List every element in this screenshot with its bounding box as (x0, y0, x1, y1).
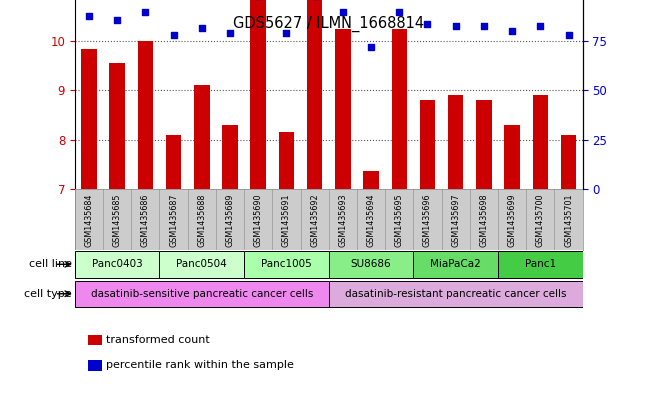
Text: Panc0403: Panc0403 (92, 259, 143, 269)
Point (563, 32, 574, 39)
Text: GSM1435687: GSM1435687 (169, 193, 178, 247)
Point (338, 9, 348, 15)
Point (84, 13, 94, 19)
Bar (251, 0, 266, 189)
Text: SU8686: SU8686 (351, 259, 391, 269)
Text: GSM1435696: GSM1435696 (423, 193, 432, 247)
Text: GSM1435689: GSM1435689 (225, 193, 234, 247)
Point (394, 9, 404, 15)
Bar (335, 29, 351, 189)
Point (507, 28, 518, 35)
Text: percentile rank within the sample: percentile rank within the sample (106, 360, 294, 371)
Text: cell type: cell type (24, 289, 72, 299)
Bar (561, 134, 576, 189)
Bar (329, 251, 413, 277)
Text: GSM1435701: GSM1435701 (564, 193, 573, 247)
Text: GSM1435691: GSM1435691 (282, 193, 291, 247)
Text: GSM1435693: GSM1435693 (339, 193, 348, 247)
Text: GSM1435686: GSM1435686 (141, 193, 150, 247)
Bar (413, 251, 498, 277)
Bar (363, 171, 379, 189)
Text: GSM1435692: GSM1435692 (310, 193, 319, 247)
Bar (279, 132, 294, 189)
Bar (329, 281, 583, 307)
Bar (159, 251, 244, 277)
Bar (75, 251, 159, 277)
Point (366, 44, 376, 50)
Text: transformed count: transformed count (106, 335, 210, 345)
Text: GDS5627 / ILMN_1668814: GDS5627 / ILMN_1668814 (233, 16, 424, 32)
Text: GSM1435690: GSM1435690 (254, 193, 263, 247)
Text: GSM1435698: GSM1435698 (479, 193, 488, 247)
Point (478, 22, 489, 29)
Text: GSM1435694: GSM1435694 (367, 193, 376, 247)
Point (225, 30, 235, 37)
Text: GSM1435685: GSM1435685 (113, 193, 122, 247)
Bar (448, 95, 464, 189)
Point (169, 32, 179, 39)
Point (281, 30, 292, 37)
Text: GSM1435699: GSM1435699 (508, 193, 517, 247)
Text: GSM1435697: GSM1435697 (451, 193, 460, 247)
Text: dasatinib-sensitive pancreatic cancer cells: dasatinib-sensitive pancreatic cancer ce… (90, 289, 313, 299)
Bar (420, 100, 436, 189)
Point (535, 22, 546, 29)
Point (112, 17, 122, 23)
Bar (476, 100, 492, 189)
Bar (505, 125, 520, 189)
Bar (81, 49, 97, 189)
Text: dasatinib-resistant pancreatic cancer cells: dasatinib-resistant pancreatic cancer ce… (345, 289, 566, 299)
Bar (137, 41, 153, 189)
Point (422, 20, 433, 27)
Text: GSM1435688: GSM1435688 (197, 193, 206, 247)
Text: Panc0504: Panc0504 (176, 259, 227, 269)
Text: Panc1: Panc1 (525, 259, 556, 269)
Bar (222, 125, 238, 189)
Text: GSM1435695: GSM1435695 (395, 193, 404, 247)
Bar (244, 251, 329, 277)
Text: GSM1435700: GSM1435700 (536, 193, 545, 247)
Bar (533, 95, 548, 189)
Text: GSM1435684: GSM1435684 (85, 193, 94, 247)
Point (197, 24, 207, 31)
Text: MiaPaCa2: MiaPaCa2 (430, 259, 481, 269)
Text: cell line: cell line (29, 259, 72, 269)
Bar (109, 63, 125, 189)
Bar (498, 251, 583, 277)
Text: Panc1005: Panc1005 (261, 259, 312, 269)
Bar (307, 0, 322, 189)
Point (450, 22, 461, 29)
Point (140, 9, 150, 15)
Bar (391, 29, 407, 189)
Bar (166, 134, 182, 189)
Bar (75, 281, 329, 307)
Bar (194, 85, 210, 189)
